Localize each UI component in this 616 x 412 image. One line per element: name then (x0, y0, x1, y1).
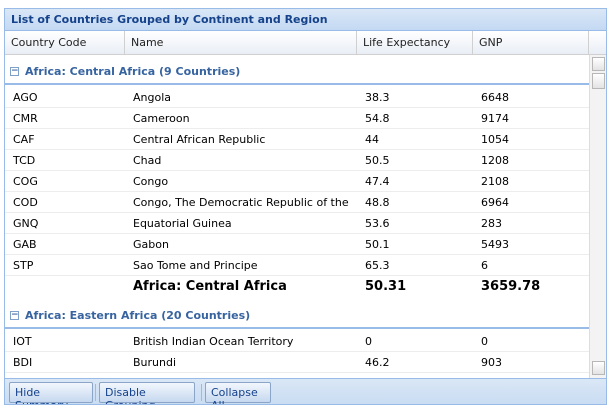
cell: COG (13, 175, 38, 188)
cell: 44 (365, 133, 379, 146)
cell: Equatorial Guinea (133, 217, 232, 230)
summary-cell: Africa: Central Africa (133, 279, 287, 294)
cell: GAB (13, 238, 37, 251)
grid-row[interactable]: COG Congo 47.4 2108 (5, 171, 589, 192)
cell: STP (13, 259, 34, 272)
toolbar: Hide Summary Disable Grouping Collapse All (5, 378, 606, 404)
group-toggle[interactable]: − (10, 66, 19, 76)
summary-cell: 3659.78 (481, 279, 541, 294)
toolbar-separator (95, 384, 96, 401)
column-header: Country Code Name Life Expectancy GNP (5, 31, 606, 55)
cell: Chad (133, 154, 162, 167)
cell: Cameroon (133, 112, 190, 125)
cell: 0 (481, 335, 488, 348)
cell: 50.5 (365, 154, 390, 167)
column-title[interactable]: Country Code (5, 31, 125, 55)
cell: CMR (13, 112, 38, 125)
cell: 6 (481, 259, 488, 272)
cell: TCD (13, 154, 36, 167)
cell: CAF (13, 133, 35, 146)
cell: British Indian Ocean Territory (133, 335, 294, 348)
toolbar-button[interactable]: Hide Summary (9, 382, 93, 404)
cell: Congo, The Democratic Republic of the (133, 196, 349, 209)
cell: IOT (13, 335, 32, 348)
cell: 283 (481, 217, 502, 230)
grid-body: − Africa: Central Africa (9 Countries) AGO… (5, 55, 589, 379)
column-title[interactable]: Name (125, 31, 357, 55)
grid-row[interactable]: GNQ Equatorial Guinea 53.6 283 (5, 213, 589, 234)
cell: 38.3 (365, 91, 390, 104)
cell: 48.8 (365, 196, 390, 209)
cell: COD (13, 196, 38, 209)
scroll-up[interactable] (592, 57, 605, 71)
cell: BDI (13, 356, 33, 369)
column-title[interactable]: Life Expectancy (357, 31, 473, 55)
grid-row[interactable]: CAF Central African Republic 44 1054 (5, 129, 589, 150)
cell: Gabon (133, 238, 169, 251)
cell: 47.4 (365, 175, 390, 188)
cell: GNQ (13, 217, 39, 230)
summary-row: Africa: Central Africa 50.31 3659.78 (5, 276, 589, 299)
cell: 6964 (481, 196, 509, 209)
cell: 0 (365, 335, 372, 348)
cell: 53.6 (365, 217, 390, 230)
cell: 2108 (481, 175, 509, 188)
cell: 50.1 (365, 238, 390, 251)
grid-row[interactable]: STP Sao Tome and Principe 65.3 6 (5, 255, 589, 276)
group-header[interactable]: − Africa: Central Africa (9 Countries) (5, 55, 589, 85)
grid-row[interactable]: TCD Chad 50.5 1208 (5, 150, 589, 171)
cell: 5493 (481, 238, 509, 251)
group-title: Africa: Eastern Africa (20 Countries) (25, 309, 251, 322)
cell: Congo (133, 175, 169, 188)
cell: Sao Tome and Principe (133, 259, 258, 272)
toolbar-separator (201, 384, 202, 401)
cell: 6648 (481, 91, 509, 104)
summary-cell: 50.31 (365, 279, 407, 294)
cell: AGO (13, 91, 38, 104)
grid-row[interactable]: BDI Burundi 46.2 903 (5, 352, 589, 373)
cell: 46.2 (365, 356, 390, 369)
scrollbar[interactable] (589, 55, 606, 379)
grid-row[interactable]: COD Congo, The Democratic Republic of the… (5, 192, 589, 213)
group-title: Africa: Central Africa (9 Countries) (25, 65, 241, 78)
grid-row[interactable]: AGO Angola 38.3 6648 (5, 87, 589, 108)
group-toggle[interactable]: − (10, 310, 19, 320)
grid-row[interactable]: GAB Gabon 50.1 5493 (5, 234, 589, 255)
scroll-thumb[interactable] (592, 73, 605, 89)
cell: 65.3 (365, 259, 390, 272)
cell: 1054 (481, 133, 509, 146)
cell: Central African Republic (133, 133, 266, 146)
grid-row[interactable]: IOT British Indian Ocean Territory 0 0 (5, 331, 589, 352)
cell: 54.8 (365, 112, 390, 125)
cell: Burundi (133, 356, 177, 369)
cell: Angola (133, 91, 172, 104)
cell: 1208 (481, 154, 509, 167)
cell: 9174 (481, 112, 509, 125)
cell: 903 (481, 356, 502, 369)
toolbar-button[interactable]: Collapse All (205, 382, 271, 404)
column-title[interactable]: GNP (473, 31, 589, 55)
scroll-down[interactable] (592, 361, 605, 375)
toolbar-button[interactable]: Disable Grouping (99, 382, 195, 404)
group-header[interactable]: − Africa: Eastern Africa (20 Countries) (5, 299, 589, 329)
grid-row[interactable]: CMR Cameroon 54.8 9174 (5, 108, 589, 129)
panel-title: List of Countries Grouped by Continent a… (5, 9, 606, 31)
grid-panel: List of Countries Grouped by Continent a… (4, 8, 607, 405)
